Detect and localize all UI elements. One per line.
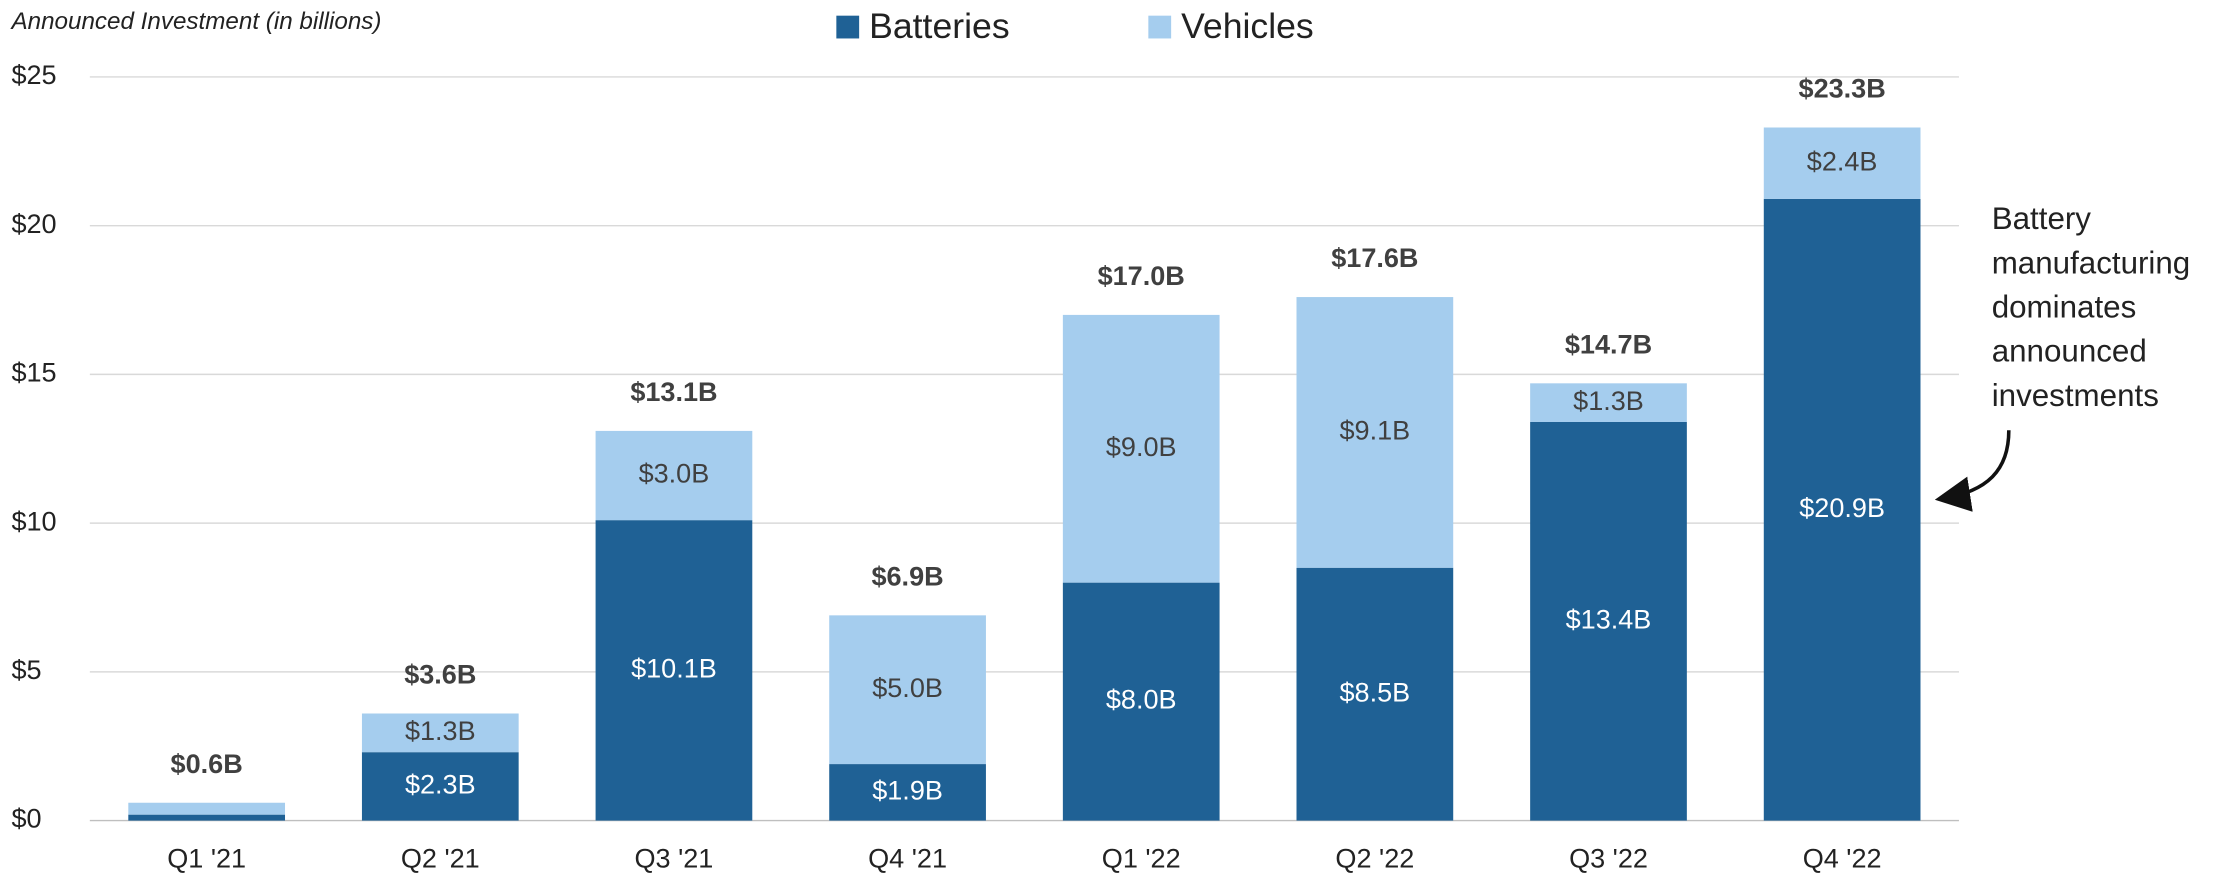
bar-segment <box>1763 127 1921 199</box>
total-label: $17.6B <box>1331 243 1418 273</box>
value-label: $2.4B <box>1807 146 1878 176</box>
x-tick-label: Q1 '22 <box>1102 844 1181 874</box>
value-label: $10.1B <box>631 654 717 684</box>
bar-segment <box>1296 297 1454 568</box>
bar-segment <box>1296 567 1454 821</box>
total-label: $23.3B <box>1799 74 1886 104</box>
x-tick-label: Q1 '21 <box>167 844 246 874</box>
total-label: $6.9B <box>871 561 943 591</box>
x-tick-label: Q3 '21 <box>635 844 714 874</box>
value-label: $8.5B <box>1340 677 1411 707</box>
y-tick-label: $15 <box>11 358 56 388</box>
bar-segment <box>1062 314 1220 583</box>
annotation-arrow <box>1934 430 2011 512</box>
bar-segment <box>1763 198 1921 821</box>
value-label: $2.3B <box>405 770 476 800</box>
legend-swatch <box>836 15 860 39</box>
value-label: $20.9B <box>1799 493 1885 523</box>
total-label: $0.6B <box>171 749 243 779</box>
axis-title: Announced Investment (in billions) <box>9 8 381 35</box>
x-tick-label: Q3 '22 <box>1569 844 1648 874</box>
legend-label: Batteries <box>869 6 1010 46</box>
value-label: $13.4B <box>1566 604 1652 634</box>
total-label: $13.1B <box>630 377 717 407</box>
x-tick-label: Q4 '22 <box>1803 844 1882 874</box>
legend-label: Vehicles <box>1181 6 1314 46</box>
bar-segment <box>1530 383 1687 422</box>
bar-segment <box>128 814 286 821</box>
value-label: $3.0B <box>639 459 710 489</box>
bar-segment <box>361 752 519 821</box>
value-label: $9.1B <box>1340 416 1411 446</box>
value-label: $1.3B <box>405 716 476 746</box>
y-tick-label: $25 <box>11 60 56 90</box>
y-tick-label: $10 <box>11 506 56 536</box>
y-tick-label: $20 <box>11 209 56 239</box>
annotation: announced <box>1992 334 2147 369</box>
value-label: $1.3B <box>1573 386 1644 416</box>
annotation: dominates <box>1992 289 2137 324</box>
total-label: $14.7B <box>1565 329 1652 359</box>
total-label: $17.0B <box>1098 261 1185 291</box>
bar-segment <box>829 615 986 765</box>
annotation: Battery <box>1992 201 2092 236</box>
legend-swatch <box>1148 15 1172 39</box>
value-label: $1.9B <box>872 775 943 805</box>
value-label: $8.0B <box>1106 685 1177 715</box>
y-tick-label: $5 <box>11 655 41 685</box>
bar-segment <box>595 430 753 521</box>
total-label: $3.6B <box>404 660 476 690</box>
x-tick-label: Q4 '21 <box>868 844 947 874</box>
y-tick-label: $0 <box>11 804 41 834</box>
bar-segment <box>128 802 286 815</box>
value-label: $5.0B <box>872 673 943 703</box>
bar-segment <box>595 520 753 821</box>
bar-segment <box>829 764 986 821</box>
annotation: investments <box>1992 378 2159 413</box>
bar-segment <box>1062 582 1220 821</box>
value-label: $9.0B <box>1106 432 1177 462</box>
annotation: manufacturing <box>1992 245 2191 280</box>
bar-segment <box>1530 421 1687 821</box>
x-tick-label: Q2 '21 <box>401 844 480 874</box>
bar-segment <box>361 713 519 753</box>
x-tick-label: Q2 '22 <box>1335 844 1414 874</box>
